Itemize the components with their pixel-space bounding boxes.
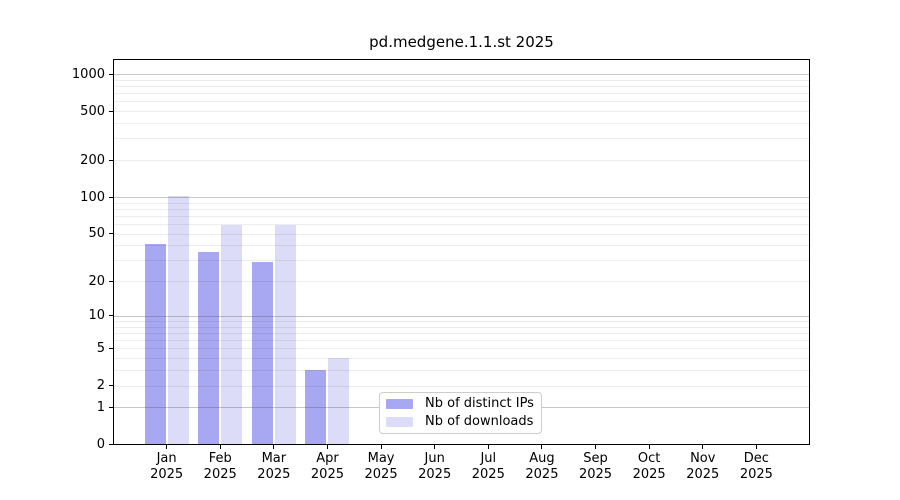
x-tick-mark <box>648 445 650 449</box>
y-tick-label: 5 <box>96 340 105 356</box>
gridline-minor <box>114 138 809 140</box>
y-tick-label: 50 <box>88 226 105 242</box>
y-tick-mark <box>109 196 113 198</box>
bar-nb-of-downloads-jan <box>167 195 189 444</box>
y-tick-mark <box>109 385 113 387</box>
gridline-minor <box>114 85 809 87</box>
gridline-minor <box>114 224 809 226</box>
chart-title: pd.medgene.1.1.st 2025 <box>369 33 554 51</box>
gridline-minor <box>114 93 809 95</box>
y-tick-label: 1000 <box>71 66 105 82</box>
y-tick-mark <box>109 110 113 112</box>
gridline-minor <box>114 160 809 162</box>
y-tick-mark <box>109 347 113 349</box>
gridline-minor <box>114 260 809 262</box>
gridline-minor <box>114 202 809 204</box>
gridline-minor <box>114 385 809 387</box>
x-tick-label: Apr 2025 <box>310 451 344 482</box>
y-tick-label: 500 <box>80 103 105 119</box>
x-tick-label: Feb 2025 <box>203 451 237 482</box>
y-tick-mark <box>109 73 113 75</box>
x-tick-label: May 2025 <box>364 451 398 482</box>
x-tick-mark <box>541 445 543 449</box>
gridline-minor <box>114 233 809 235</box>
gridline-minor <box>114 111 809 113</box>
gridline-minor <box>114 101 809 103</box>
y-tick-label: 0 <box>96 437 105 452</box>
legend: Nb of distinct IPs Nb of downloads <box>379 392 542 434</box>
x-tick-label: Dec 2025 <box>739 451 773 482</box>
legend-item: Nb of downloads <box>386 415 535 429</box>
x-tick-mark <box>702 445 704 449</box>
bar-nb-of-distinct-ips-jan <box>144 243 166 444</box>
legend-item: Nb of distinct IPs <box>386 397 535 411</box>
gridline-minor <box>114 215 809 217</box>
y-tick-mark <box>109 406 113 408</box>
x-tick-mark <box>434 445 436 449</box>
bar-nb-of-downloads-apr <box>328 357 350 444</box>
x-tick-mark <box>326 445 328 449</box>
bar-nb-of-downloads-mar <box>274 225 296 444</box>
x-tick-label: Mar 2025 <box>257 451 291 482</box>
legend-label-downloads: Nb of downloads <box>425 414 534 429</box>
y-tick-label: 200 <box>80 152 105 168</box>
y-tick-label: 100 <box>80 189 105 205</box>
y-tick-label: 10 <box>88 308 105 324</box>
bar-nb-of-distinct-ips-mar <box>251 261 273 444</box>
legend-swatch-distinct-ips-icon <box>386 399 413 409</box>
gridline-minor <box>114 321 809 323</box>
gridline-major <box>114 315 809 317</box>
gridline-major <box>114 74 809 75</box>
gridline-minor <box>114 281 809 283</box>
plot-area <box>113 59 810 445</box>
x-tick-mark <box>219 445 221 449</box>
gridline-minor <box>114 326 809 328</box>
y-tick-label: 1 <box>96 399 105 415</box>
x-tick-mark <box>595 445 597 449</box>
gridline-minor <box>114 79 809 81</box>
x-tick-mark <box>755 445 757 449</box>
bar-nb-of-downloads-feb <box>221 225 243 444</box>
legend-label-distinct-ips: Nb of distinct IPs <box>425 396 534 411</box>
gridline-minor <box>114 245 809 247</box>
x-tick-mark <box>487 445 489 449</box>
x-tick-mark <box>273 445 275 449</box>
x-tick-label: Nov 2025 <box>686 451 720 482</box>
gridline-minor <box>114 332 809 334</box>
x-tick-label: Aug 2025 <box>525 451 559 482</box>
y-tick-label: 20 <box>88 273 105 289</box>
x-tick-mark <box>166 445 168 449</box>
x-tick-label: Jul 2025 <box>471 451 505 482</box>
legend-swatch-downloads-icon <box>386 417 413 427</box>
y-tick-mark <box>109 315 113 317</box>
y-tick-mark <box>109 233 113 235</box>
gridline-minor <box>114 208 809 210</box>
gridline-minor <box>114 358 809 360</box>
x-tick-label: Jan 2025 <box>150 451 184 482</box>
gridline-minor <box>114 370 809 372</box>
gridline-minor <box>114 340 809 342</box>
y-tick-mark <box>109 159 113 161</box>
y-tick-mark <box>109 280 113 282</box>
gridline-minor <box>114 123 809 125</box>
y-tick-mark <box>109 444 113 445</box>
x-tick-label: Oct 2025 <box>632 451 666 482</box>
x-tick-label: Sep 2025 <box>578 451 613 482</box>
y-tick-label: 2 <box>96 378 105 394</box>
gridline-minor <box>114 348 809 350</box>
x-tick-label: Jun 2025 <box>418 451 452 482</box>
x-tick-mark <box>380 445 382 449</box>
bar-nb-of-distinct-ips-feb <box>198 251 220 444</box>
bar-nb-of-distinct-ips-apr <box>305 369 327 444</box>
gridline-major <box>114 197 809 198</box>
